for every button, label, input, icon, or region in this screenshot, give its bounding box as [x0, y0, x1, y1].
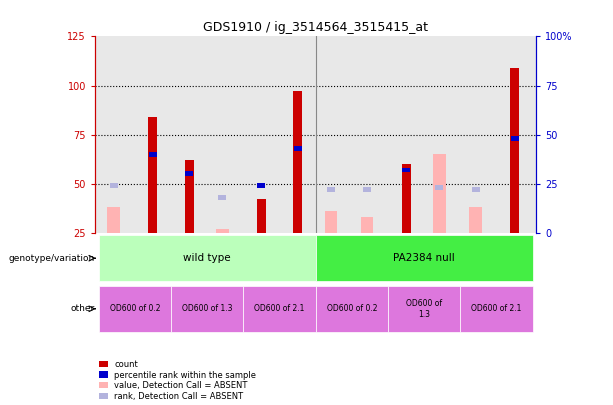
Bar — [107, 207, 120, 233]
Bar — [435, 185, 443, 190]
Bar — [433, 154, 446, 233]
Bar — [402, 164, 411, 233]
Bar — [218, 195, 226, 200]
Bar — [149, 152, 157, 157]
Bar — [316, 235, 533, 281]
Legend: count, percentile rank within the sample, value, Detection Call = ABSENT, rank, : count, percentile rank within the sample… — [99, 360, 256, 401]
Bar — [185, 160, 194, 233]
Bar — [363, 187, 371, 192]
Bar — [388, 286, 460, 332]
Text: OD600 of 1.3: OD600 of 1.3 — [182, 304, 232, 313]
Text: wild type: wild type — [183, 253, 231, 263]
Text: genotype/variation: genotype/variation — [9, 254, 95, 263]
Bar — [99, 235, 316, 281]
Bar — [470, 207, 482, 233]
Bar — [460, 286, 533, 332]
Text: OD600 of
1.3: OD600 of 1.3 — [406, 299, 443, 318]
Bar — [257, 183, 265, 188]
Title: GDS1910 / ig_3514564_3515415_at: GDS1910 / ig_3514564_3515415_at — [203, 21, 428, 34]
Bar — [294, 146, 302, 151]
Bar — [148, 117, 158, 233]
Bar — [293, 92, 302, 233]
Bar — [99, 286, 171, 332]
Bar — [257, 200, 266, 233]
Bar — [171, 286, 243, 332]
Bar — [402, 168, 410, 173]
Text: other: other — [70, 304, 95, 313]
Text: PA2384 null: PA2384 null — [394, 253, 455, 263]
Bar — [360, 217, 373, 233]
Text: OD600 of 0.2: OD600 of 0.2 — [327, 304, 377, 313]
Bar — [510, 68, 519, 233]
Bar — [511, 136, 519, 141]
Bar — [471, 187, 479, 192]
Text: OD600 of 2.1: OD600 of 2.1 — [254, 304, 305, 313]
Bar — [216, 229, 229, 233]
Bar — [110, 183, 118, 188]
Bar — [185, 171, 193, 177]
Text: OD600 of 2.1: OD600 of 2.1 — [471, 304, 522, 313]
Bar — [324, 211, 337, 233]
Text: OD600 of 0.2: OD600 of 0.2 — [110, 304, 160, 313]
Bar — [327, 187, 335, 192]
Bar — [243, 286, 316, 332]
Bar — [316, 286, 388, 332]
